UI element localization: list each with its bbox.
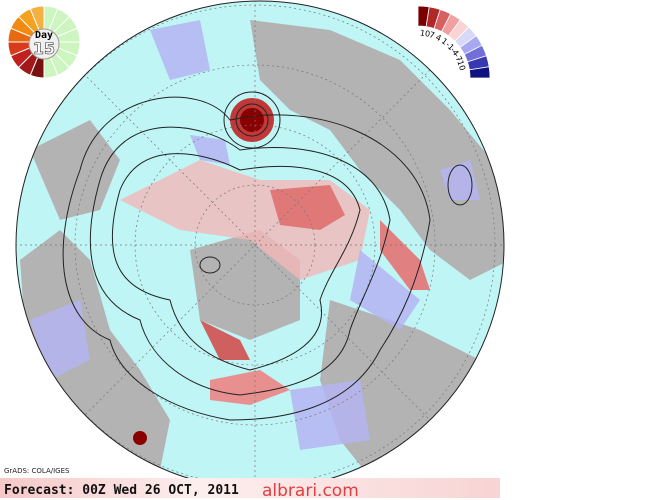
map-disc [16, 1, 504, 489]
footer-bar [0, 478, 500, 498]
legend-label: 4 [434, 33, 443, 43]
forecast-text: Forecast: 00Z Wed 26 OCT, 2011 [4, 483, 239, 498]
credit: GrADS: COLA/IGES [4, 467, 70, 475]
legend-swatch [468, 66, 491, 79]
legend-label: 7 [428, 30, 436, 40]
legend-label: -4 [448, 46, 460, 58]
day-label: Day [35, 30, 53, 41]
legend-label: 10 [419, 28, 430, 38]
watermark: albrari.com [262, 481, 359, 500]
legend-label: -10 [454, 56, 467, 71]
day-number: 15 [33, 39, 55, 58]
dial-center [28, 28, 60, 60]
contours [62, 91, 473, 421]
legend-label: 1 [440, 36, 449, 46]
day-dial [7, 5, 81, 79]
legend-label: -7 [452, 52, 464, 63]
